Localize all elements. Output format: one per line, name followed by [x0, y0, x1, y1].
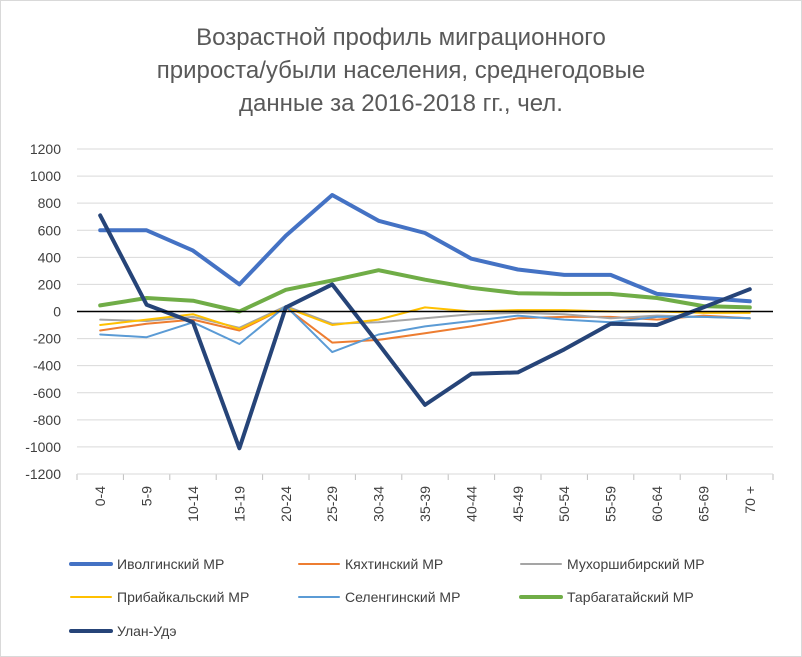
y-tick-label: 1000: [30, 168, 61, 184]
legend-label: Прибайкальский МР: [117, 589, 249, 605]
series-line: [98, 213, 752, 451]
y-tick-label: 200: [38, 276, 62, 292]
y-tick-label: -200: [33, 331, 61, 347]
x-tick-label: 40-44: [463, 486, 479, 522]
y-tick-label: -400: [33, 358, 61, 374]
legend-label: Иволгинский МР: [117, 556, 224, 572]
x-tick-label: 0-4: [92, 486, 108, 506]
x-tick-label: 15-19: [231, 486, 247, 522]
series-line: [98, 268, 752, 314]
x-tick-label: 5-9: [139, 486, 155, 506]
legend-label: Селенгинский МР: [345, 589, 460, 605]
x-tick-label: 70 +: [742, 486, 758, 514]
chart-title-line-3: данные за 2016-2018 гг., чел.: [239, 90, 563, 117]
legend-label: Мухоршибирский МР: [567, 556, 705, 572]
x-tick-label: 20-24: [278, 486, 294, 522]
y-tick-label: 400: [38, 249, 62, 265]
x-tick-label: 65-69: [695, 486, 711, 522]
y-tick-label: 0: [53, 304, 61, 320]
y-tick-label: -600: [33, 385, 61, 401]
legend-label: Улан-Удэ: [117, 623, 177, 639]
x-tick-label: 45-49: [510, 486, 526, 522]
series-line: [99, 305, 751, 329]
y-tick-label: 600: [38, 222, 62, 238]
x-tick-label: 25-29: [324, 486, 340, 522]
legend-label: Кяхтинский МР: [345, 556, 443, 572]
legend-label: Тарбагатайский МР: [567, 589, 694, 605]
x-tick-label: 35-39: [417, 486, 433, 522]
y-tick-label: -1200: [25, 466, 61, 482]
series-line: [98, 193, 752, 304]
x-tick-label: 55-59: [603, 486, 619, 522]
y-tick-label: 800: [38, 195, 62, 211]
chart-title-line-1: Возрастной профиль миграционного: [196, 24, 606, 51]
x-tick-label: 50-54: [556, 486, 572, 522]
chart-title-line-2: прироста/убыли населения, среднегодовые: [156, 57, 646, 84]
x-tick-label: 10-14: [185, 486, 201, 522]
x-tick-label: 30-34: [371, 486, 387, 522]
x-tick-label: 60-64: [649, 486, 665, 522]
chart-title: Возрастной профиль миграционного прирост…: [61, 21, 741, 120]
y-tick-label: 1200: [30, 141, 61, 157]
y-tick-label: -800: [33, 412, 61, 428]
y-tick-label: -1000: [25, 439, 61, 455]
series-line: [99, 305, 751, 354]
